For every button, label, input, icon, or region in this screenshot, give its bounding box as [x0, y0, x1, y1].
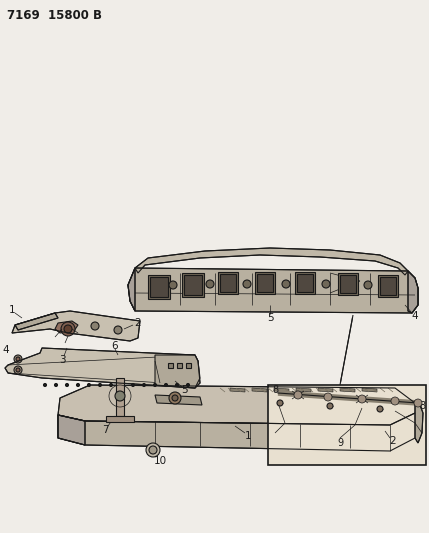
Text: 7169  15800 B: 7169 15800 B	[7, 9, 102, 22]
Circle shape	[121, 384, 124, 386]
Circle shape	[294, 391, 302, 399]
Text: 2: 2	[390, 436, 396, 446]
Bar	[268, 385, 426, 465]
Polygon shape	[168, 363, 173, 368]
Polygon shape	[338, 273, 358, 295]
Circle shape	[14, 355, 22, 363]
Polygon shape	[5, 348, 200, 388]
Polygon shape	[297, 274, 313, 292]
Text: 4: 4	[412, 311, 418, 321]
Polygon shape	[55, 321, 78, 333]
Circle shape	[115, 391, 125, 401]
Polygon shape	[252, 388, 267, 392]
Circle shape	[172, 395, 178, 401]
Polygon shape	[184, 275, 202, 295]
Circle shape	[54, 384, 57, 386]
Polygon shape	[186, 363, 191, 368]
Circle shape	[358, 395, 366, 403]
Text: 5: 5	[182, 385, 188, 395]
Polygon shape	[182, 273, 204, 297]
Circle shape	[327, 403, 333, 409]
Text: 5: 5	[267, 313, 273, 323]
Polygon shape	[230, 388, 245, 392]
Polygon shape	[128, 268, 135, 311]
Text: 10: 10	[154, 456, 166, 466]
Text: 9: 9	[337, 438, 343, 448]
Circle shape	[109, 384, 112, 386]
Polygon shape	[135, 248, 408, 275]
Circle shape	[142, 384, 145, 386]
Circle shape	[132, 384, 135, 386]
Circle shape	[99, 384, 102, 386]
Circle shape	[364, 281, 372, 289]
Circle shape	[169, 392, 181, 404]
Circle shape	[175, 384, 178, 386]
Polygon shape	[255, 272, 275, 294]
Polygon shape	[340, 275, 356, 293]
Circle shape	[377, 406, 383, 412]
Circle shape	[243, 280, 251, 288]
Circle shape	[114, 326, 122, 334]
Polygon shape	[274, 388, 289, 392]
Polygon shape	[116, 378, 124, 416]
Polygon shape	[295, 272, 315, 294]
Polygon shape	[58, 385, 415, 425]
Text: 8: 8	[419, 401, 425, 411]
Polygon shape	[415, 403, 423, 443]
Circle shape	[414, 399, 422, 407]
Polygon shape	[155, 355, 200, 388]
Polygon shape	[220, 274, 236, 292]
Circle shape	[324, 393, 332, 401]
Polygon shape	[380, 277, 396, 295]
Circle shape	[149, 446, 157, 454]
Circle shape	[16, 368, 20, 372]
Circle shape	[76, 384, 79, 386]
Circle shape	[61, 322, 75, 336]
Polygon shape	[257, 274, 273, 292]
Circle shape	[169, 281, 177, 289]
Polygon shape	[12, 311, 140, 341]
Circle shape	[43, 384, 46, 386]
Polygon shape	[58, 413, 415, 451]
Circle shape	[91, 322, 99, 330]
Circle shape	[277, 400, 283, 406]
Circle shape	[14, 366, 22, 374]
Text: 3: 3	[59, 355, 65, 365]
Circle shape	[206, 280, 214, 288]
Polygon shape	[58, 415, 85, 445]
Polygon shape	[128, 268, 418, 313]
Text: 4: 4	[3, 345, 9, 355]
Polygon shape	[408, 271, 418, 313]
Polygon shape	[218, 272, 238, 294]
Circle shape	[391, 397, 399, 405]
Circle shape	[88, 384, 91, 386]
Circle shape	[164, 384, 167, 386]
Circle shape	[154, 384, 157, 386]
Polygon shape	[15, 313, 58, 330]
Polygon shape	[340, 388, 355, 392]
Polygon shape	[362, 388, 377, 392]
Circle shape	[16, 357, 20, 361]
Circle shape	[187, 384, 190, 386]
Circle shape	[282, 280, 290, 288]
Text: 8: 8	[272, 385, 278, 395]
Text: 6: 6	[112, 341, 118, 351]
Text: 7: 7	[102, 425, 108, 435]
Text: 2: 2	[135, 318, 141, 328]
Circle shape	[66, 384, 69, 386]
Polygon shape	[106, 416, 134, 422]
Polygon shape	[318, 388, 333, 392]
Polygon shape	[177, 363, 182, 368]
Polygon shape	[378, 275, 398, 297]
Circle shape	[322, 280, 330, 288]
Polygon shape	[148, 275, 170, 299]
Polygon shape	[155, 395, 202, 405]
Text: 1: 1	[9, 305, 15, 315]
Polygon shape	[296, 388, 311, 392]
Circle shape	[146, 443, 160, 457]
Circle shape	[64, 325, 72, 333]
Polygon shape	[150, 277, 168, 297]
Text: 1: 1	[245, 431, 251, 441]
